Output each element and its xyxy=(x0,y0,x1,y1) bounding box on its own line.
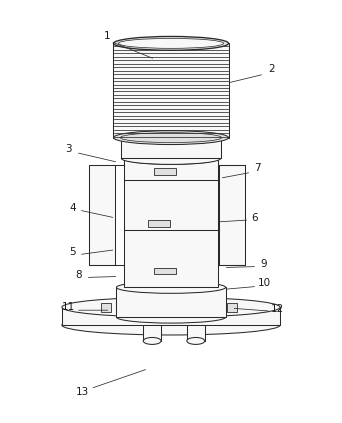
Ellipse shape xyxy=(124,152,218,165)
Ellipse shape xyxy=(120,133,222,143)
Ellipse shape xyxy=(114,36,228,50)
Bar xyxy=(219,165,246,264)
Text: 5: 5 xyxy=(69,247,76,257)
Bar xyxy=(101,303,111,312)
Bar xyxy=(124,159,218,287)
Text: 10: 10 xyxy=(258,278,271,288)
Bar xyxy=(116,287,226,317)
Bar xyxy=(62,307,280,325)
Bar xyxy=(226,303,237,312)
Ellipse shape xyxy=(114,131,228,145)
Bar xyxy=(187,325,205,341)
Ellipse shape xyxy=(118,38,224,48)
Text: 9: 9 xyxy=(260,258,266,269)
Text: 6: 6 xyxy=(251,213,258,223)
Ellipse shape xyxy=(121,152,221,165)
Text: 8: 8 xyxy=(76,270,82,280)
Ellipse shape xyxy=(116,281,226,293)
Text: 13: 13 xyxy=(76,387,89,396)
Ellipse shape xyxy=(143,338,161,344)
Ellipse shape xyxy=(121,132,221,143)
Text: 1: 1 xyxy=(104,31,111,41)
Text: 4: 4 xyxy=(69,203,76,213)
Text: 11: 11 xyxy=(62,302,76,312)
Bar xyxy=(154,168,176,175)
Bar xyxy=(143,325,161,341)
Ellipse shape xyxy=(62,315,280,335)
Text: 7: 7 xyxy=(254,163,261,173)
Bar xyxy=(148,220,170,227)
Ellipse shape xyxy=(187,338,205,344)
Bar xyxy=(154,267,176,275)
Bar xyxy=(114,44,228,137)
Ellipse shape xyxy=(116,311,226,323)
Text: 12: 12 xyxy=(271,304,284,314)
Bar xyxy=(89,165,116,264)
Bar xyxy=(121,137,221,159)
Text: 2: 2 xyxy=(268,64,275,74)
Ellipse shape xyxy=(62,297,280,317)
Text: 3: 3 xyxy=(66,143,72,154)
